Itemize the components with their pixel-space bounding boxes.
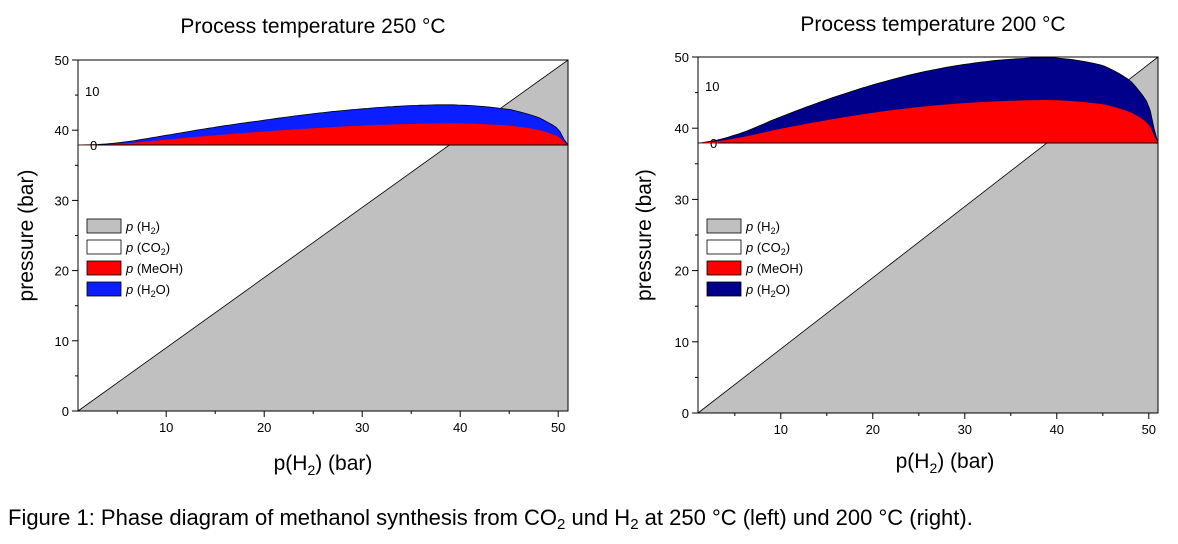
inset-tick-label: 0 — [90, 138, 97, 153]
caption-sub2: 2 — [630, 516, 639, 533]
inset-tick-label: 10 — [85, 84, 99, 99]
legend-swatch — [706, 239, 742, 255]
y-tick-label: 10 — [55, 334, 69, 349]
chart-title: Process temperature 200 °C — [800, 13, 1065, 36]
legend-label: p (MeOH) — [125, 261, 183, 276]
x-label-main: p(H — [274, 452, 308, 475]
x-tick-label: 20 — [866, 422, 880, 437]
x-label-sub: 2 — [307, 462, 315, 478]
y-tick-label: 20 — [675, 264, 689, 279]
legend-label: p (CO2) — [745, 240, 790, 257]
legend-swatch — [706, 281, 742, 297]
y-tick-label: 10 — [675, 335, 689, 350]
legend-swatch — [86, 218, 122, 234]
caption-sub1: 2 — [557, 516, 566, 533]
series-meoh-area — [78, 123, 568, 145]
legend-swatch — [86, 260, 122, 276]
x-tick-label: 30 — [355, 420, 369, 435]
series-meoh-area — [698, 100, 1158, 143]
chart-1: 0 10 0 10 20 30 40 50 10 20 30 40 50 Process temperat… — [633, 13, 1159, 476]
legend-label: p (H2O) — [745, 282, 790, 299]
y-tick-label: 20 — [55, 264, 69, 279]
x-axis-label: p(H2) (bar) — [274, 452, 373, 478]
legend-swatch — [706, 260, 742, 276]
x-tick-label: 40 — [453, 420, 467, 435]
caption-part3: at 250 °C (left) und 200 °C (right). — [638, 505, 973, 530]
x-tick-label: 30 — [958, 422, 972, 437]
y-tick-label: 50 — [675, 50, 689, 65]
legend-label: p (H2) — [125, 219, 160, 236]
y-axis-label: pressure (bar) — [633, 169, 656, 301]
legend-label: p (CO2) — [125, 240, 170, 257]
y-tick-label: 0 — [62, 404, 69, 419]
caption-part1: Figure 1: Phase diagram of methanol synt… — [8, 505, 558, 530]
x-tick-label: 50 — [551, 420, 565, 435]
legend-label: p (H2) — [745, 219, 780, 236]
legend-swatch — [86, 239, 122, 255]
legend-swatch — [706, 218, 742, 234]
legend-label: p (MeOH) — [745, 261, 803, 276]
y-axis-label: pressure (bar) — [15, 170, 38, 302]
x-label-tail: ) (bar) — [315, 452, 372, 475]
inset-tick-label: 10 — [705, 79, 719, 94]
x-axis-label: p(H2) (bar) — [896, 450, 995, 476]
x-tick-label: 40 — [1050, 422, 1064, 437]
x-label-main: p(H — [896, 450, 930, 473]
x-tick-label: 50 — [1142, 422, 1156, 437]
x-label-tail: ) (bar) — [937, 450, 994, 473]
y-tick-label: 40 — [675, 121, 689, 136]
y-tick-label: 50 — [55, 53, 69, 68]
legend-swatch — [86, 281, 122, 297]
y-tick-label: 30 — [675, 192, 689, 207]
caption-part2: und H — [565, 505, 631, 530]
chart-0: 0 10 0 10 20 30 40 50 10 20 30 40 50 Process temperat… — [15, 15, 569, 478]
inset-tick-label: 0 — [710, 136, 717, 151]
y-tick-label: 0 — [682, 406, 689, 421]
figure-caption: Figure 1: Phase diagram of methanol synt… — [8, 505, 973, 533]
x-label-sub: 2 — [929, 460, 937, 476]
x-tick-label: 20 — [257, 420, 271, 435]
y-tick-label: 40 — [55, 123, 69, 138]
x-tick-label: 10 — [159, 420, 173, 435]
chart-title: Process temperature 250 °C — [180, 15, 445, 38]
y-tick-label: 30 — [55, 193, 69, 208]
legend-label: p (H2O) — [125, 282, 170, 299]
x-tick-label: 10 — [774, 422, 788, 437]
